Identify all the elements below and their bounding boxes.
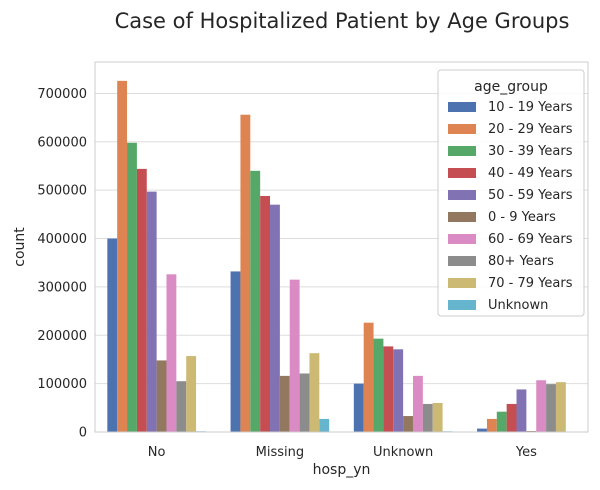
legend-label: 60 - 69 Years xyxy=(488,232,573,247)
y-axis-label: count xyxy=(12,227,28,267)
y-tick-label: 200000 xyxy=(37,329,87,344)
legend-label: 40 - 49 Years xyxy=(488,166,573,181)
legend-swatch xyxy=(448,146,476,156)
bar xyxy=(363,322,374,432)
bar xyxy=(279,375,290,432)
bar xyxy=(319,418,330,432)
x-tick-label: Yes xyxy=(515,445,537,460)
bar xyxy=(260,195,271,432)
bar xyxy=(127,142,137,432)
legend-label: 20 - 29 Years xyxy=(488,122,573,137)
bar xyxy=(230,271,241,432)
y-tick-label: 0 xyxy=(79,426,87,441)
y-axis-ticks: 0 100000 200000 300000 400000 500000 600000 700… xyxy=(37,87,87,441)
legend-label: 10 - 19 Years xyxy=(488,100,573,115)
legend-label: Unknown xyxy=(488,298,548,313)
bar xyxy=(496,411,507,432)
bar xyxy=(393,349,404,432)
bar xyxy=(373,338,384,432)
legend-label: 70 - 79 Years xyxy=(488,276,573,291)
legend-swatch xyxy=(448,212,476,222)
legend-swatch xyxy=(448,256,476,266)
chart-title: Case of Hospitalized Patient by Age Grou… xyxy=(115,9,570,33)
bar xyxy=(555,382,566,432)
plot-frame xyxy=(94,61,589,433)
bar xyxy=(477,428,487,432)
bar xyxy=(506,403,517,432)
bar xyxy=(432,402,443,432)
bar xyxy=(516,389,527,432)
y-tick-label: 300000 xyxy=(37,280,87,295)
y-tick-label: 600000 xyxy=(37,135,87,150)
bar xyxy=(186,356,197,432)
x-axis-ticks: No Missing Unknown Yes xyxy=(148,445,537,460)
legend: age_group 10 - 19 Years 20 - 29 Years 30 -… xyxy=(437,69,585,317)
bar xyxy=(299,373,310,432)
legend-swatch xyxy=(448,190,476,200)
y-tick-label: 400000 xyxy=(37,232,87,247)
bar xyxy=(536,380,547,432)
bar xyxy=(486,418,497,432)
bar xyxy=(422,403,433,432)
legend-swatch xyxy=(448,234,476,244)
legend-label: 50 - 59 Years xyxy=(488,188,573,203)
bar xyxy=(146,191,157,432)
legend-swatch xyxy=(448,300,476,310)
legend-swatch xyxy=(448,168,476,178)
bar xyxy=(403,416,413,432)
bar xyxy=(309,353,320,432)
y-tick-label: 500000 xyxy=(37,184,87,199)
legend-label: 80+ Years xyxy=(488,254,554,269)
legend-swatch xyxy=(448,124,476,134)
bar xyxy=(546,384,556,432)
legend-items: 10 - 19 Years 20 - 29 Years 30 - 39 Years 4… xyxy=(448,100,573,313)
legend-label: 30 - 39 Years xyxy=(488,144,573,159)
bar xyxy=(383,346,394,432)
bar xyxy=(412,375,423,432)
bar xyxy=(250,170,261,432)
x-tick-label: No xyxy=(148,445,166,460)
bar xyxy=(176,381,187,432)
legend-title: age_group xyxy=(474,79,548,95)
bar xyxy=(107,238,118,432)
bar xyxy=(353,383,364,432)
bar xyxy=(117,80,128,433)
x-tick-label: Missing xyxy=(256,445,304,460)
bar xyxy=(240,114,251,432)
x-tick-label: Unknown xyxy=(373,445,433,460)
y-tick-label: 700000 xyxy=(37,87,87,102)
bar xyxy=(289,279,300,432)
y-tick-label: 100000 xyxy=(37,377,87,392)
legend-swatch xyxy=(448,278,476,288)
legend-swatch xyxy=(448,102,476,112)
bar xyxy=(270,204,280,432)
x-axis-label: hosp_yn xyxy=(313,462,371,478)
legend-label: 0 - 9 Years xyxy=(488,210,556,225)
bar xyxy=(136,168,147,432)
bar xyxy=(166,274,177,432)
bar xyxy=(156,360,167,432)
bars xyxy=(107,80,576,433)
